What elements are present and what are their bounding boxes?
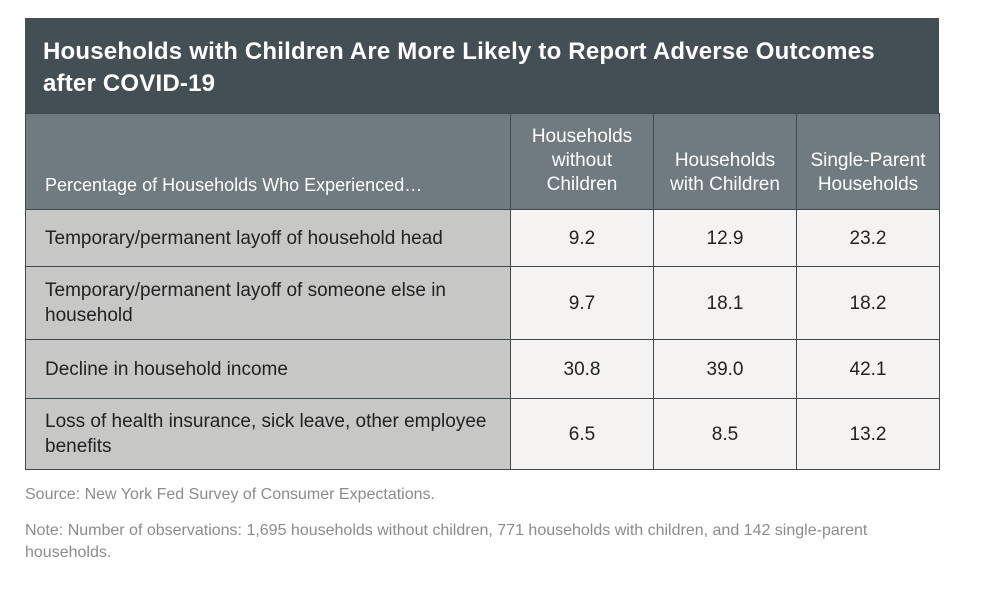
table-cell: 8.5 xyxy=(653,398,797,470)
table-cell: 12.9 xyxy=(653,209,797,267)
note-text: Note: Number of observations: 1,695 hous… xyxy=(25,522,868,561)
row-header-label: Percentage of Households Who Experienced… xyxy=(25,113,511,210)
table-cell: 18.2 xyxy=(796,266,940,340)
table-cell: 18.1 xyxy=(653,266,797,340)
table-row: Temporary/permanent layoff of someone el… xyxy=(25,266,940,340)
table-cell: 30.8 xyxy=(510,339,654,399)
table-row: Temporary/permanent layoff of household … xyxy=(25,209,940,267)
table-cell: 9.7 xyxy=(510,266,654,340)
table-figure: Households with Children Are More Likely… xyxy=(25,18,940,470)
table-cell: 23.2 xyxy=(796,209,940,267)
notes: Source: New York Fed Survey of Consumer … xyxy=(25,484,939,564)
table-row: Loss of health insurance, sick leave, ot… xyxy=(25,398,940,470)
row-label: Temporary/permanent layoff of household … xyxy=(25,209,511,267)
table-row: Decline in household income 30.8 39.0 42… xyxy=(25,339,940,399)
table-cell: 9.2 xyxy=(510,209,654,267)
row-label: Decline in household income xyxy=(25,339,511,399)
row-label: Temporary/permanent layoff of someone el… xyxy=(25,266,511,340)
table-cell: 13.2 xyxy=(796,398,940,470)
data-table: Percentage of Households Who Experienced… xyxy=(25,113,940,470)
table-header-row: Percentage of Households Who Experienced… xyxy=(25,113,940,210)
column-header-single-parent: Single-Parent Households xyxy=(796,113,940,210)
column-header-with-children: Households with Children xyxy=(653,113,797,210)
row-label: Loss of health insurance, sick leave, ot… xyxy=(25,398,511,470)
source-text: Source: New York Fed Survey of Consumer … xyxy=(25,486,435,503)
column-header-without-children: Households without Children xyxy=(510,113,654,210)
table-cell: 6.5 xyxy=(510,398,654,470)
chart-title: Households with Children Are More Likely… xyxy=(25,18,939,113)
table-cell: 42.1 xyxy=(796,339,940,399)
table-cell: 39.0 xyxy=(653,339,797,399)
